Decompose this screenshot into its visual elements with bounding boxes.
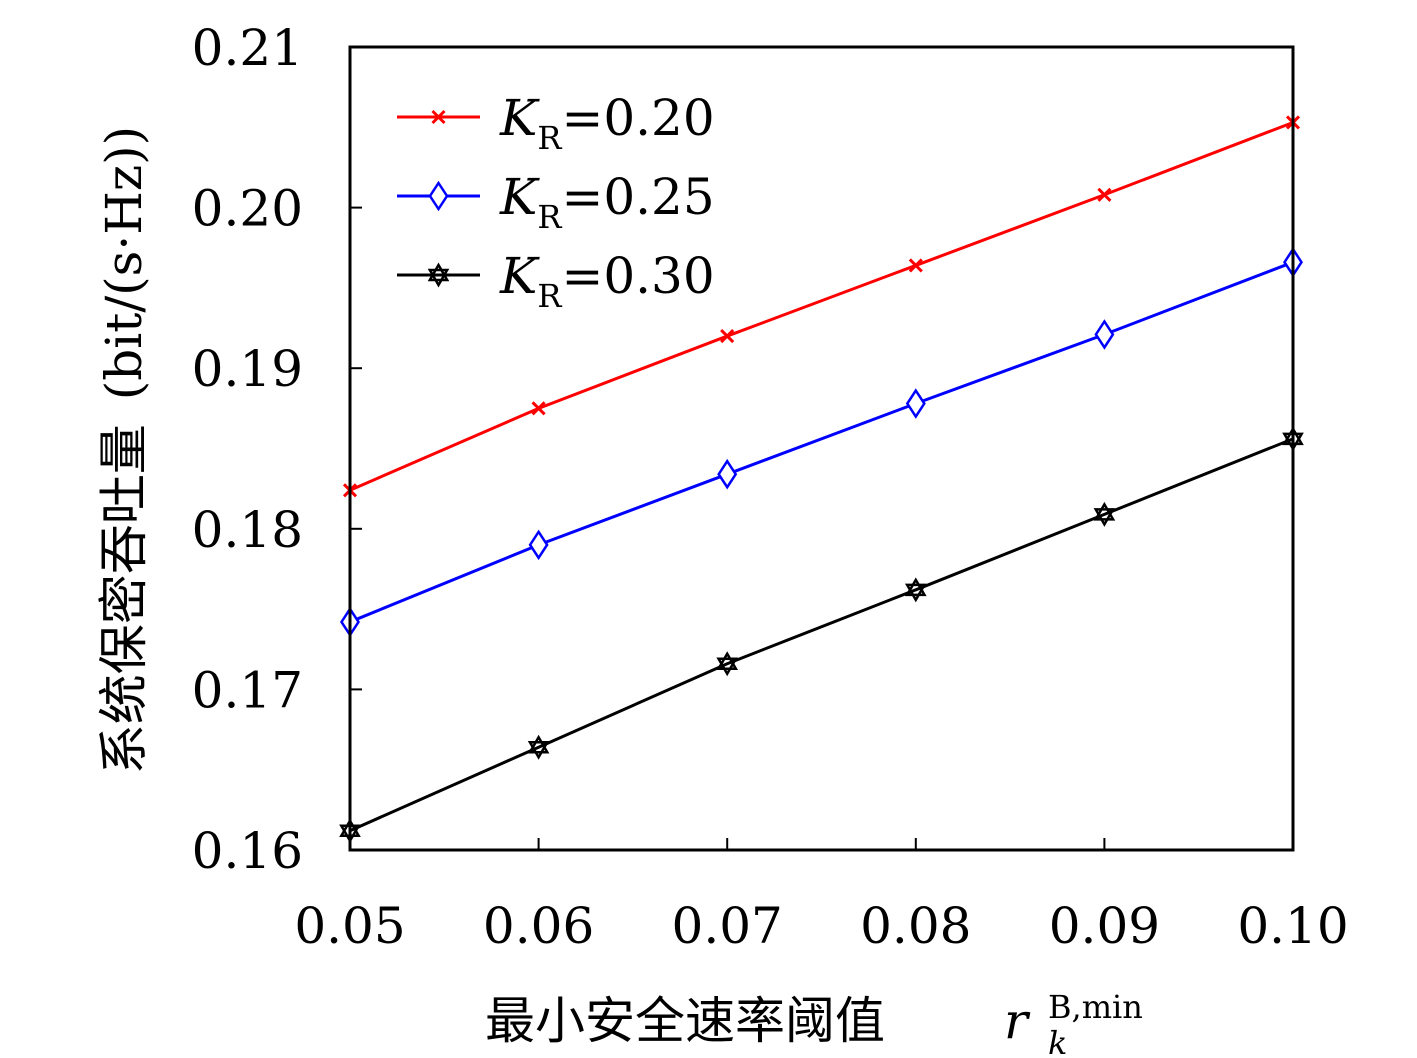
- x-tick-label: 0.07: [672, 897, 783, 955]
- x-tick-label: 0.06: [483, 897, 594, 955]
- y-tick-layer: 0.16 0.17 0.18 0.19 0.20 0.21: [192, 19, 362, 880]
- x-marker: [720, 329, 735, 344]
- hexagram-marker: [527, 734, 550, 760]
- series-2: [340, 246, 1303, 638]
- series-3: [339, 426, 1304, 844]
- x-tick-label: 0.10: [1237, 897, 1348, 955]
- y-tick-label: 0.16: [192, 822, 303, 880]
- hexagram-triangle: [427, 268, 450, 288]
- x-axis-title-sup: B,min: [1048, 988, 1143, 1026]
- x-tick-layer: 0.05 0.06 0.07 0.08 0.09 0.10: [294, 838, 1349, 955]
- x-axis-title-var: r: [1004, 992, 1031, 1050]
- plot-frame: [348, 45, 1295, 852]
- hexagram-marker: [716, 651, 739, 677]
- y-tick-label: 0.18: [192, 501, 303, 559]
- y-axis-title-gap: [95, 400, 153, 416]
- hexagram-triangle: [527, 740, 550, 760]
- diamond-marker: [905, 388, 926, 419]
- y-axis-title-text: 系统保密吞吐量: [95, 424, 153, 774]
- svg-text:系统保密吞吐量 (bit/(s·Hz)): 系统保密吞吐量 (bit/(s·Hz)): [95, 126, 153, 774]
- y-tick-label: 0.21: [192, 19, 303, 77]
- legend-label-var: K: [499, 247, 540, 305]
- x-marker-stroke: [431, 109, 446, 125]
- legend-label-value: =0.20: [561, 89, 714, 147]
- legend-label: KR=0.30: [499, 247, 715, 315]
- series-layer: [339, 115, 1304, 844]
- diamond-marker: [1094, 319, 1115, 350]
- legend-item-3: KR=0.30: [397, 247, 715, 315]
- x-marker-stroke: [1097, 187, 1112, 202]
- y-tick-label: 0.17: [192, 661, 303, 719]
- legend-label-sub: R: [537, 277, 562, 315]
- legend-label-sub: R: [537, 119, 562, 157]
- y-tick-label: 0.20: [192, 180, 303, 238]
- series-line: [349, 260, 1294, 624]
- x-axis-title: 最小安全速率阈值 r B,min k: [485, 988, 1143, 1058]
- legend-item-1: KR=0.20: [397, 89, 715, 157]
- x-marker-stroke: [908, 258, 923, 273]
- hexagram-marker: [904, 577, 927, 603]
- legend-label-value: =0.25: [561, 168, 714, 226]
- hexagram-triangle: [716, 651, 739, 670]
- legend-label-sub: R: [537, 198, 562, 236]
- legend-label: KR=0.20: [499, 89, 715, 157]
- x-tick-label: 0.08: [860, 897, 971, 955]
- diamond-marker: [528, 529, 549, 561]
- hexagram-marker: [1093, 501, 1116, 527]
- x-marker: [1097, 187, 1112, 202]
- x-marker: [908, 258, 923, 273]
- hexagram-triangle: [716, 657, 739, 677]
- hexagram-triangle: [427, 262, 450, 282]
- series-line: [349, 121, 1294, 492]
- legend-label: KR=0.25: [499, 168, 715, 236]
- hexagram-triangle: [1093, 508, 1116, 527]
- legend-label-var: K: [499, 168, 540, 226]
- x-axis-title-sub: k: [1048, 1024, 1067, 1058]
- x-marker: [531, 401, 546, 416]
- x-tick-label: 0.09: [1049, 897, 1160, 955]
- x-tick-label: 0.05: [294, 897, 405, 955]
- hexagram-marker: [427, 262, 450, 288]
- hexagram-triangle: [904, 577, 927, 597]
- y-axis-title: 系统保密吞吐量 (bit/(s·Hz)): [95, 126, 153, 774]
- legend-item-2: KR=0.25: [397, 168, 715, 236]
- y-tick-label: 0.19: [192, 340, 303, 398]
- y-axis-title-unit: (bit/(s·Hz)): [95, 126, 153, 400]
- x-axis-title-text: 最小安全速率阈值: [485, 992, 885, 1050]
- hexagram-triangle: [527, 734, 550, 754]
- x-marker-stroke: [720, 329, 735, 344]
- legend-label-var: K: [499, 89, 540, 147]
- legend-label-value: =0.30: [561, 247, 714, 305]
- x-marker-stroke: [531, 401, 546, 416]
- x-marker: [431, 109, 446, 125]
- diamond-marker: [717, 458, 738, 490]
- diamond-marker: [428, 180, 449, 212]
- hexagram-triangle: [904, 583, 927, 603]
- hexagram-triangle: [1093, 501, 1116, 521]
- series-line: [349, 437, 1294, 833]
